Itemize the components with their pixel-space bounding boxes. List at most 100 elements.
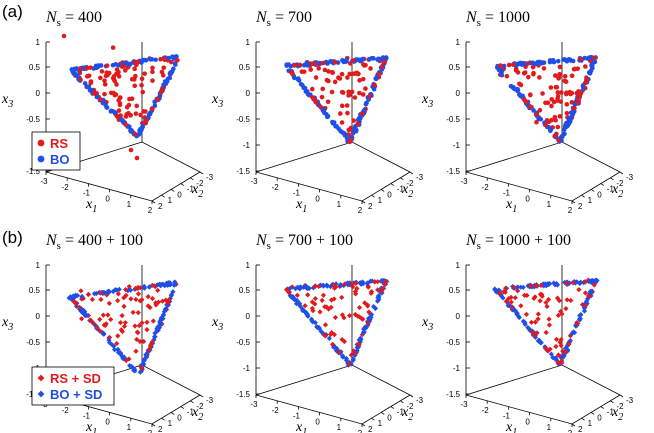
rs-point [552,73,558,78]
panel-title: Ns = 700 [255,9,312,29]
rs-edge-point [367,93,372,99]
rs-point [546,322,552,328]
bo-point [592,59,598,65]
rs-edge-point [283,286,290,293]
y-tick-label: 0 [597,413,602,422]
legend-box [31,131,81,171]
bo-point [570,58,576,64]
rs-point [569,73,575,79]
bo-point [565,57,571,63]
bo-point [535,60,540,65]
z-axis-label: x3 [211,92,223,110]
rs-edge-point [574,99,580,105]
rs-edge-point [383,279,389,285]
bo-point [360,281,366,287]
rs-edge-point [92,91,97,96]
legend-label: BO [50,152,70,167]
rs-edge-point [498,63,503,68]
rs-point [309,86,315,92]
rs-edge-point [77,66,83,72]
y-tick [571,200,576,204]
y-tick-label: 1 [378,419,383,428]
rs-point [326,78,331,84]
z-tick-label: -1.5 [236,167,250,176]
rs-edge-point [584,77,589,83]
y-tick [161,194,165,198]
rs-point [555,94,561,99]
z-axis-label: x3 [421,315,433,333]
y-tick [151,423,156,427]
x-axis-label: x1 [295,197,307,215]
bo-point [94,65,99,70]
rs-point [575,66,581,71]
x-tick-label: 1 [127,423,132,432]
y-tick-label: 0 [177,413,182,422]
rs-point [582,290,589,296]
rs-edge-point [524,99,529,105]
rs-point [111,77,117,82]
bo-point [127,61,133,67]
rs-point [337,111,343,116]
bo-point [153,57,158,63]
bo-point [566,117,572,123]
rs-point [345,110,350,116]
rs-edge-point [576,95,582,101]
bo-point [86,84,92,89]
x-tick-label: 1 [547,423,552,432]
rs-point [558,337,564,343]
row-label-b: (b) [2,228,23,247]
x-tick-label: 0 [315,194,320,203]
bo-point [306,285,312,291]
rs-point [117,320,124,326]
x-tick-label: 1 [127,200,132,209]
legend-marker [37,155,45,163]
bo-point [129,128,135,134]
rs-edge-point [320,60,326,66]
data-points [284,55,389,145]
z-tick-label: 1 [36,261,41,270]
rs-edge-point [289,70,294,75]
rs-edge-point [87,317,94,323]
bo-point [146,284,153,290]
rs-edge-point [123,122,128,127]
z-tick-label: -0.5 [446,115,460,124]
rs-point [114,82,119,87]
rs-point [564,110,570,116]
bo-point [538,116,544,122]
bo-point [146,112,152,118]
bo-point [166,55,172,61]
bo-point [310,285,316,291]
rs-edge-point [355,121,361,127]
rs-point [329,89,335,95]
bo-point [588,278,594,284]
rs-edge-point [578,56,583,62]
y-tick-label: 1 [588,196,593,205]
y-tick-label: -2 [196,179,204,188]
bo-point [555,58,561,64]
rs-point [558,99,564,104]
y-tick [390,183,395,186]
rs-edge-point [135,59,140,65]
rs-point [104,70,110,75]
data-points [61,33,180,161]
z-tick-label: 0 [246,89,251,98]
y-tick [409,171,414,175]
rs-point [576,287,582,293]
rs-point [122,320,128,326]
rs-point [150,69,155,75]
rs-point [124,111,129,117]
z-tick-label: -0.5 [236,338,250,347]
x-axis-label: x1 [85,197,97,215]
rs-point [532,319,539,325]
rs-point [305,292,311,298]
y-tick [161,417,165,421]
rs-edge-point [139,365,145,371]
rs-point [356,304,363,311]
y-tick-label: 2 [578,202,583,211]
panel-a3: Ns = 100010.50-0.5-1-1.5x3-3-2-1012x1-3-2… [421,9,634,215]
x-tick-label: -1 [503,189,511,198]
rs-point [339,71,345,77]
rs-edge-point [510,62,516,67]
rs-point [515,70,521,75]
y-tick [409,394,414,398]
